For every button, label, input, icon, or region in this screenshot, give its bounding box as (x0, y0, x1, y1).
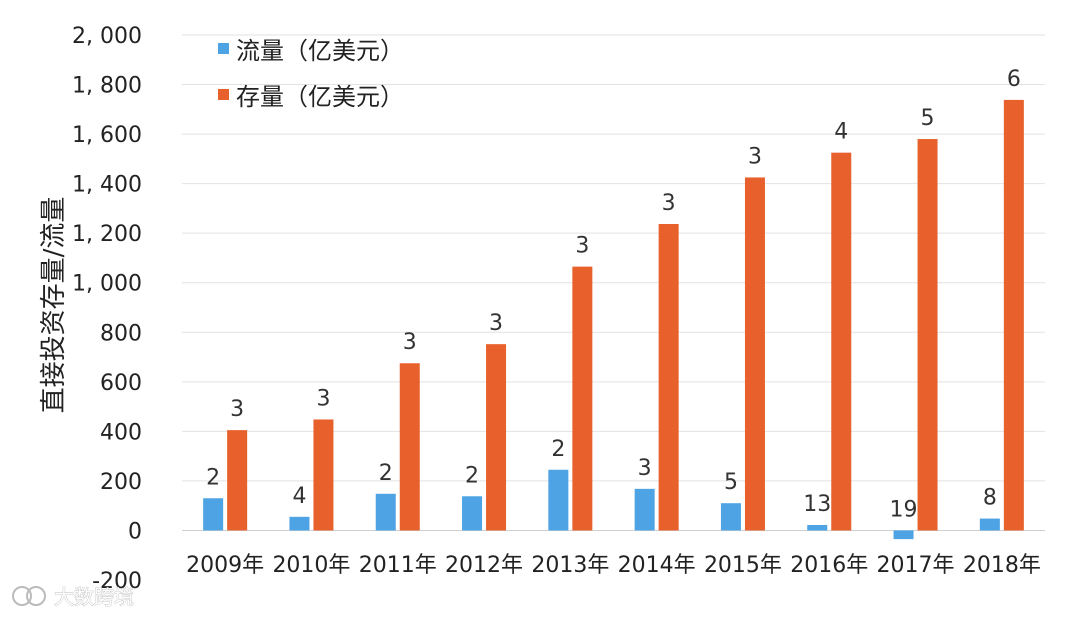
flow-data-label: 19 (890, 497, 918, 522)
flow-data-label: 2 (465, 463, 479, 488)
stock-data-label: 3 (662, 191, 676, 216)
x-tick-label: 2014年 (618, 553, 696, 578)
x-tick-label: 2009年 (186, 553, 264, 578)
y-tick-label: 1, 800 (72, 74, 142, 99)
stock-bar (313, 419, 334, 531)
flow-data-label: 8 (983, 486, 997, 511)
stock-bar (399, 363, 420, 531)
x-tick-label: 2010年 (272, 553, 350, 578)
legend-label: 流量（亿美元） (236, 37, 404, 65)
x-tick-label: 2016年 (790, 553, 868, 578)
stock-bar (831, 152, 852, 531)
flow-bar (203, 498, 224, 531)
y-tick-label: -200 (92, 569, 142, 594)
y-tick-label: 1, 600 (72, 123, 142, 148)
flow-bar (893, 530, 914, 540)
stock-data-label: 4 (834, 120, 848, 145)
flow-bar (979, 518, 1000, 531)
y-tick-label: 0 (128, 519, 142, 544)
y-tick-label: 200 (100, 470, 142, 495)
flow-bar (375, 493, 396, 531)
stock-data-label: 3 (489, 311, 503, 336)
x-tick-label: 2015年 (704, 553, 782, 578)
y-tick-label: 2, 000 (72, 24, 142, 49)
y-axis-label: 直接投资存量/流量 (39, 197, 69, 414)
flow-bar (807, 525, 828, 531)
x-axis-ticks: 2009年 2010年 2011年 2012年 2013年 2014年 2015年 2016年… (186, 553, 1041, 578)
stock-bar (227, 430, 248, 531)
brand-logo-icon (12, 586, 46, 606)
legend-label: 存量（亿美元） (236, 83, 404, 111)
stock-bar (658, 224, 679, 531)
legend-swatch (218, 43, 229, 54)
bars: 2 3 4 3 2 3 2 3 2 3 3 3 5 3 13 4 19 5 8 6 (203, 67, 1024, 540)
stock-bar (486, 344, 507, 531)
flow-data-label: 2 (379, 461, 393, 486)
flow-data-label: 3 (638, 456, 652, 481)
stock-data-label: 3 (316, 386, 330, 411)
y-tick-label: 1, 200 (72, 222, 142, 247)
x-tick-label: 2017年 (877, 553, 955, 578)
x-tick-label: 2012年 (445, 553, 523, 578)
flow-data-label: 2 (206, 465, 220, 490)
stock-bar (744, 177, 765, 531)
x-tick-label: 2018年 (963, 553, 1041, 578)
stock-data-label: 3 (230, 397, 244, 422)
flow-bar (289, 516, 310, 531)
legend-swatch (218, 89, 229, 100)
stock-data-label: 3 (748, 144, 762, 169)
watermark-text: 大数跨境 (54, 585, 134, 609)
flow-bar (634, 488, 655, 531)
y-tick-label: 800 (100, 321, 142, 346)
y-tick-label: 1, 000 (72, 272, 142, 297)
flow-bar (720, 503, 741, 531)
y-axis-ticks: -200 0 200 400 600 800 1, 000 1, 200 1, 400 1, 60… (72, 24, 142, 594)
stock-bar (1003, 99, 1024, 531)
flow-data-label: 5 (724, 470, 738, 495)
flow-data-label: 2 (551, 437, 565, 462)
flow-data-label: 13 (803, 492, 831, 517)
stock-bar (572, 266, 593, 531)
flow-bar (548, 469, 569, 531)
watermark: 大数跨境 (12, 585, 134, 609)
stock-bar (917, 139, 938, 531)
y-tick-label: 600 (100, 371, 142, 396)
x-tick-label: 2011年 (359, 553, 437, 578)
stock-data-label: 6 (1007, 67, 1021, 92)
flow-data-label: 4 (292, 484, 306, 509)
stock-data-label: 3 (403, 330, 417, 355)
y-tick-label: 1, 400 (72, 173, 142, 198)
flow-bar (462, 496, 483, 531)
stock-data-label: 3 (575, 234, 589, 259)
legend: 流量（亿美元） 存量（亿美元） (218, 37, 404, 111)
stock-data-label: 5 (921, 106, 935, 131)
x-tick-label: 2013年 (531, 553, 609, 578)
y-tick-label: 400 (100, 420, 142, 445)
